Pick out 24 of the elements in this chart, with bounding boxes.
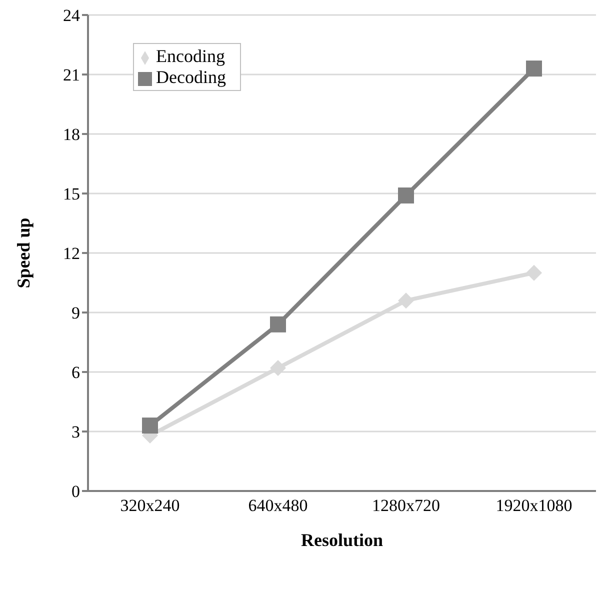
point — [270, 360, 286, 376]
y-tick-label: 15 — [63, 184, 80, 204]
y-tick-label: 21 — [63, 66, 80, 85]
point — [398, 187, 414, 204]
point — [526, 264, 542, 281]
x-axis-title: Resolution — [300, 530, 384, 550]
point — [142, 418, 158, 434]
x-tick-label: 640x480 — [248, 496, 308, 516]
x-tick-label: 320x240 — [120, 496, 180, 516]
y-tick-label: 12 — [63, 244, 80, 264]
legend-label: Encoding — [156, 46, 225, 66]
y-tick-label: 6 — [72, 363, 80, 382]
x-tick-label: 1920x1080 — [496, 496, 572, 516]
y-tick-label: 3 — [72, 422, 80, 442]
y-axis-title: Speed up — [13, 218, 34, 288]
y-tick-label: 24 — [63, 6, 80, 26]
y-tick-label: 0 — [72, 482, 80, 502]
point — [526, 60, 542, 77]
point — [398, 292, 414, 309]
legend-label: Decoding — [156, 67, 226, 87]
x-tick-label: 1280x720 — [372, 496, 440, 516]
y-tick-label: 9 — [72, 304, 80, 323]
y-tick-label: 18 — [63, 125, 80, 144]
point — [270, 316, 286, 332]
